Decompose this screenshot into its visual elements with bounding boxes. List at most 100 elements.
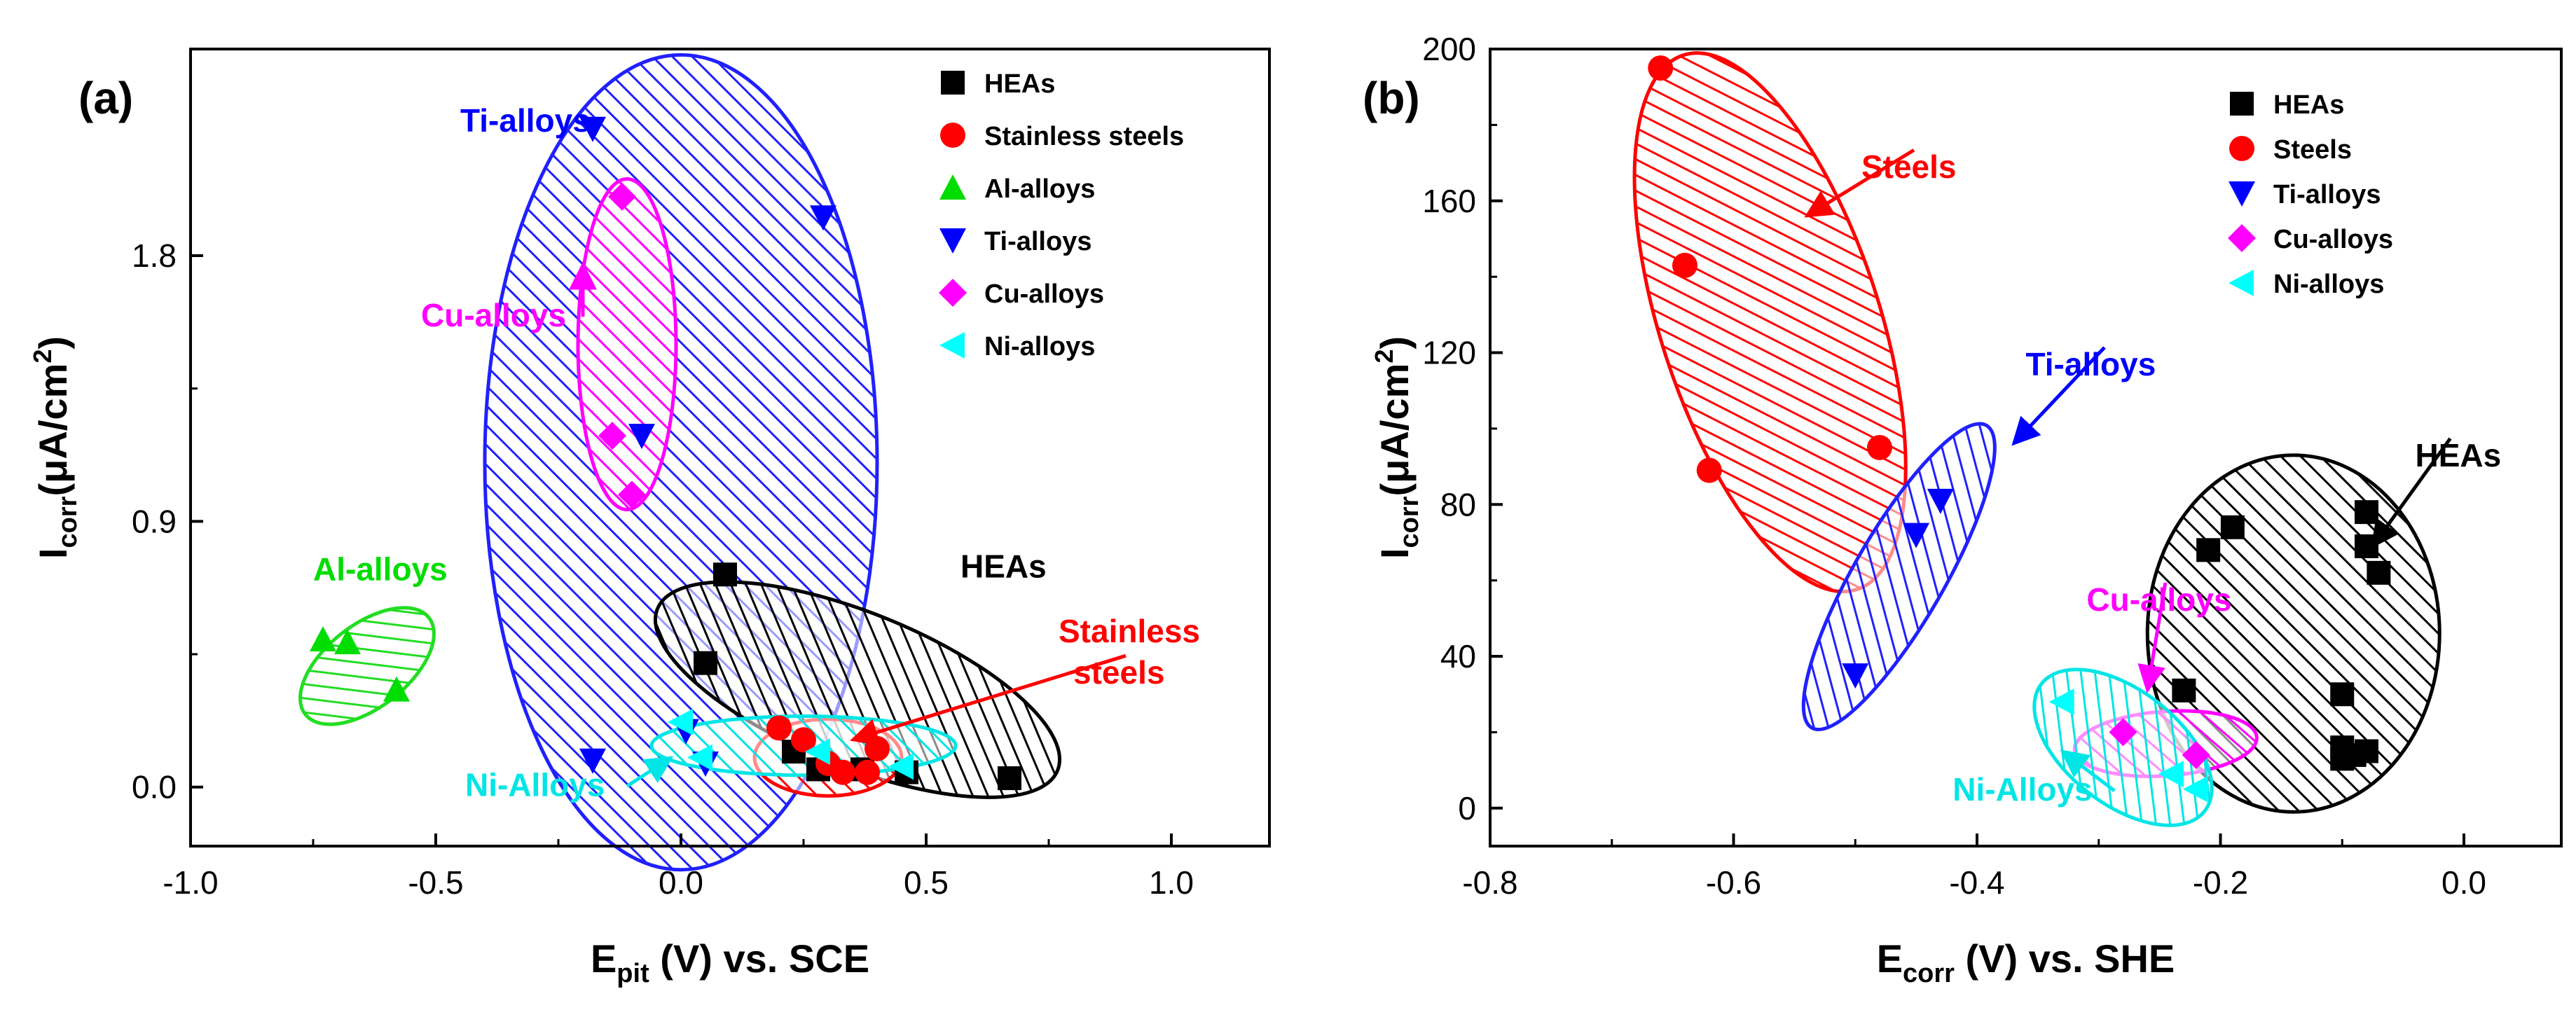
series-ni-alloys <box>2048 689 2208 803</box>
data-point <box>2367 560 2391 585</box>
x-tick-label: -0.6 <box>1706 864 1761 901</box>
data-point <box>2182 775 2208 803</box>
data-point <box>2220 515 2245 539</box>
data-point <box>2330 682 2355 707</box>
legend-label: Ti-alloys <box>2273 180 2381 209</box>
annotation-label: Cu-alloys <box>421 297 566 333</box>
y-tick-label: 80 <box>1440 486 1476 523</box>
data-point <box>2355 534 2378 558</box>
data-point <box>1672 252 1697 278</box>
series-steels <box>1648 55 1892 483</box>
y-tick-label: 0.9 <box>132 503 177 539</box>
y-tick-label: 40 <box>1440 638 1476 674</box>
legend-marker <box>939 279 967 307</box>
y-tick-label: 200 <box>1422 31 1476 67</box>
annotation-label: Ti-alloys <box>460 102 591 139</box>
data-point <box>2196 538 2221 562</box>
data-point <box>1842 663 1869 689</box>
annotation-label: steels <box>1073 654 1164 691</box>
region-cu-alloys <box>576 177 678 512</box>
x-tick-label: -0.4 <box>1949 864 2004 901</box>
legend-marker <box>2229 270 2254 296</box>
data-point <box>2330 747 2355 771</box>
legend-label: Cu-alloys <box>2273 225 2393 254</box>
plot-frame <box>1489 48 2563 847</box>
data-point <box>2172 678 2196 703</box>
data-point <box>2158 761 2184 788</box>
annotation-arrow <box>1804 148 1915 218</box>
data-point <box>694 651 717 675</box>
x-tick-label: -0.5 <box>408 864 463 901</box>
data-point <box>810 205 836 231</box>
x-tick-label: 0.0 <box>2441 864 2486 901</box>
legend-label: Steels <box>2273 135 2352 165</box>
legend-label: Stainless steels <box>984 122 1184 151</box>
legend-label: Ni-alloys <box>2273 270 2384 299</box>
x-tick-label: 0.5 <box>904 864 949 901</box>
data-point <box>310 625 336 651</box>
legend-label: Ti-alloys <box>984 227 1091 256</box>
x-tick-label: 1.0 <box>1149 864 1194 901</box>
x-tick-label: -0.2 <box>2193 864 2248 901</box>
annotation-arrow <box>626 756 674 788</box>
legend-marker <box>939 174 966 200</box>
annotation-label: HEAs <box>960 548 1047 584</box>
legend-label: Ni-alloys <box>984 332 1095 361</box>
legend: HEAs Stainless steels Al-alloys Ti-alloys Cu… <box>939 69 1184 361</box>
annotation-label: Al-alloys <box>313 551 448 588</box>
region-ni-alloys <box>2032 667 2214 827</box>
data-point <box>998 766 1021 791</box>
x-tick-label: -1.0 <box>163 864 218 901</box>
annotation-label: Ni-Alloys <box>1952 771 2092 808</box>
legend-marker <box>2229 136 2254 161</box>
data-point <box>713 562 737 587</box>
annotation-label: Ni-Alloys <box>465 766 605 803</box>
series-cu-alloys <box>2109 718 2210 769</box>
data-point <box>383 676 410 702</box>
data-point <box>865 735 890 761</box>
data-point <box>668 708 693 735</box>
series-cu-alloys <box>598 182 646 509</box>
annotation-arrow <box>2371 437 2452 549</box>
panel-label: (b) <box>1363 73 1420 123</box>
data-point <box>1696 457 1722 483</box>
chart-panel-a: -1.0 -0.5 0.0 0.5 1.0 0.0 0.9 1.8 Epit (V) vs. S… <box>28 48 1271 988</box>
data-point <box>334 629 361 655</box>
data-point <box>1648 55 1674 81</box>
annotation-arrow <box>2060 749 2116 792</box>
legend-marker <box>2229 181 2255 207</box>
legend-marker <box>941 71 965 95</box>
data-point <box>579 116 606 142</box>
data-point <box>598 422 626 450</box>
data-point <box>805 738 830 766</box>
legend-marker <box>939 228 966 254</box>
chart-panel-b: -0.8 -0.6 -0.4 -0.2 0.0 0 40 80 120 160 200 Ecorr (… <box>1363 31 2563 988</box>
data-point <box>2355 739 2378 763</box>
data-point <box>830 759 855 785</box>
legend-label: HEAs <box>2273 90 2344 120</box>
x-axis-title: Epit (V) vs. SCE <box>591 936 869 988</box>
y-axis-title: Icorr(μA/cm2) <box>1370 336 1424 559</box>
series-ti-alloys <box>1842 488 1954 689</box>
x-axis-title: Ecorr (V) vs. SHE <box>1877 936 2175 988</box>
legend-marker <box>2228 224 2256 252</box>
data-point <box>1867 435 1892 460</box>
series-ni-alloys <box>668 708 914 780</box>
y-tick-label: 120 <box>1422 335 1476 371</box>
data-point <box>2048 689 2074 716</box>
panel-label: (a) <box>78 73 133 123</box>
data-point <box>766 715 792 741</box>
annotation-arrow <box>2011 346 2106 446</box>
plot-frame <box>189 48 1271 847</box>
data-point <box>628 424 655 450</box>
data-point <box>618 480 646 509</box>
legend-marker <box>940 123 965 148</box>
data-point <box>687 744 712 771</box>
y-tick-label: 0.0 <box>132 769 177 805</box>
data-point <box>579 748 606 774</box>
annotation-arrow <box>2137 582 2168 693</box>
data-point <box>888 753 914 780</box>
region-al-alloys <box>298 606 436 726</box>
y-axis-title: Icorr(μA/cm2) <box>28 336 83 559</box>
